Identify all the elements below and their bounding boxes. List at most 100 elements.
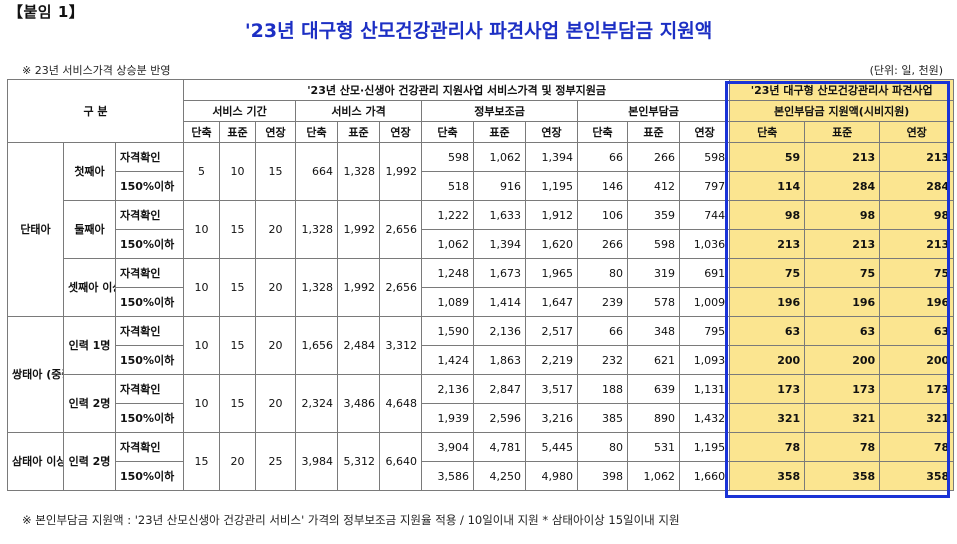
support-cell: 321 xyxy=(729,403,806,433)
group-header: '23년 산모·신생아 건강관리 지원사업 서비스가격 및 정부지원금 xyxy=(183,79,731,101)
gov-cell: 1,863 xyxy=(473,345,527,375)
gov-cell: 3,586 xyxy=(421,461,475,491)
income-label: 150%이하 xyxy=(114,287,185,317)
support-cell: 284 xyxy=(804,171,881,201)
twin-label: 쌍태아 (중증+ 단태아) xyxy=(7,316,64,433)
period-cell: 15 xyxy=(219,374,257,433)
gov-cell: 518 xyxy=(421,171,475,201)
self-pay-cell: 266 xyxy=(577,229,629,259)
self-pay-cell: 691 xyxy=(679,258,731,288)
document-title: '23년 대구형 산모건강관리사 파견사업 본인부담금 지원액 xyxy=(244,20,713,42)
self-pay-cell: 795 xyxy=(679,316,731,346)
price-cell: 1,992 xyxy=(337,258,381,317)
subheader-short: 단축 xyxy=(421,121,475,143)
self-pay-cell: 890 xyxy=(627,403,681,433)
gov-cell: 1,394 xyxy=(473,229,527,259)
support-cell: 200 xyxy=(879,345,955,375)
self-pay-cell: 744 xyxy=(679,200,731,230)
subheader-extended: 연장 xyxy=(679,121,731,143)
self-pay-cell: 80 xyxy=(577,258,629,288)
self-pay-cell: 66 xyxy=(577,142,629,172)
period-cell: 15 xyxy=(183,432,221,491)
income-label: 150%이하 xyxy=(114,171,185,201)
price-cell: 6,640 xyxy=(379,432,423,491)
gov-cell: 2,136 xyxy=(421,374,475,404)
period-cell: 15 xyxy=(219,258,257,317)
gov-cell: 1,590 xyxy=(421,316,475,346)
gov-cell: 4,250 xyxy=(473,461,527,491)
gov-cell: 3,517 xyxy=(525,374,579,404)
single-birth-label: 단태아 xyxy=(7,142,64,317)
gov-cell: 1,062 xyxy=(473,142,527,172)
gov-cell: 3,904 xyxy=(421,432,475,462)
period-cell: 15 xyxy=(219,200,257,259)
qualified-label: 자격확인 xyxy=(114,432,185,462)
support-cell: 200 xyxy=(729,345,806,375)
price-cell: 1,328 xyxy=(295,200,339,259)
gov-cell: 1,248 xyxy=(421,258,475,288)
period-cell: 20 xyxy=(219,432,257,491)
self-pay-cell: 1,660 xyxy=(679,461,731,491)
gov-cell: 598 xyxy=(421,142,475,172)
support-cell: 284 xyxy=(879,171,955,201)
subheader-standard: 표준 xyxy=(804,121,881,143)
support-cell: 196 xyxy=(879,287,955,317)
self-pay-cell: 531 xyxy=(627,432,681,462)
support-cell: 358 xyxy=(729,461,806,491)
price-cell: 1,992 xyxy=(379,142,423,201)
category-header: 구 분 xyxy=(6,79,185,143)
subheader-short: 단축 xyxy=(295,121,339,143)
gov-cell: 1,647 xyxy=(525,287,579,317)
support-cell: 78 xyxy=(804,432,881,462)
self-pay-cell: 66 xyxy=(577,316,629,346)
gov-cell: 2,517 xyxy=(525,316,579,346)
gov-cell: 3,216 xyxy=(525,403,579,433)
support-cell: 200 xyxy=(804,345,881,375)
service-price-header: 서비스 가격 xyxy=(295,100,423,122)
income-label: 150%이하 xyxy=(114,345,185,375)
third-child-label: 셋째아 이상 xyxy=(63,258,116,317)
second-child-label: 둘째아 xyxy=(63,200,116,259)
self-pay-cell: 1,062 xyxy=(627,461,681,491)
period-cell: 15 xyxy=(255,142,297,201)
gov-cell: 1,414 xyxy=(473,287,527,317)
gov-cell: 1,089 xyxy=(421,287,475,317)
self-pay-cell: 1,432 xyxy=(679,403,731,433)
period-cell: 20 xyxy=(255,258,297,317)
support-table: 구 분 '23년 산모·신생아 건강관리 지원사업 서비스가격 및 정부지원금 … xyxy=(6,79,955,491)
support-cell: 75 xyxy=(804,258,881,288)
table-row: 150%이하 3,586 4,250 4,980 398 1,062 1,660… xyxy=(8,461,955,491)
qualified-label: 자격확인 xyxy=(114,142,185,172)
price-cell: 2,484 xyxy=(337,316,381,375)
period-cell: 10 xyxy=(183,200,221,259)
support-cell: 358 xyxy=(879,461,955,491)
self-pay-cell: 1,093 xyxy=(679,345,731,375)
price-cell: 4,648 xyxy=(379,374,423,433)
self-pay-cell: 319 xyxy=(627,258,681,288)
subheader-extended: 연장 xyxy=(525,121,579,143)
period-cell: 10 xyxy=(219,142,257,201)
table-row: 삼태아 이상 (중증+ 쌍태아 이상) 인력 2명 자격확인 15 20 25 … xyxy=(7,432,955,491)
gov-cell: 1,424 xyxy=(421,345,475,375)
table-row: 150%이하 1,939 2,596 3,216 385 890 1,432 3… xyxy=(8,403,955,433)
support-cell: 213 xyxy=(729,229,806,259)
self-pay-cell: 621 xyxy=(627,345,681,375)
two-workers-label: 인력 2명 xyxy=(63,432,116,491)
period-cell: 20 xyxy=(255,374,297,433)
self-pay-cell: 359 xyxy=(627,200,681,230)
subheader-short: 단축 xyxy=(183,121,221,143)
self-pay-cell: 1,036 xyxy=(679,229,731,259)
gov-cell: 1,912 xyxy=(525,200,579,230)
subheader-extended: 연장 xyxy=(879,121,955,143)
table-row: 단태아 첫째아 자격확인 5 10 15 664 1,328 1,992 598… xyxy=(7,142,955,317)
support-cell: 78 xyxy=(879,432,955,462)
gov-cell: 1,673 xyxy=(473,258,527,288)
gov-cell: 1,222 xyxy=(421,200,475,230)
support-cell: 173 xyxy=(804,374,881,404)
self-pay-cell: 412 xyxy=(627,171,681,201)
support-cell: 98 xyxy=(804,200,881,230)
table-row: 인력 2명 자격확인 10 15 20 2,324 3,486 4,648 2,… xyxy=(8,374,955,433)
period-cell: 10 xyxy=(183,316,221,375)
income-label: 150%이하 xyxy=(114,461,185,491)
table-row: 셋째아 이상 자격확인 10 15 20 1,328 1,992 2,656 1… xyxy=(8,258,955,317)
